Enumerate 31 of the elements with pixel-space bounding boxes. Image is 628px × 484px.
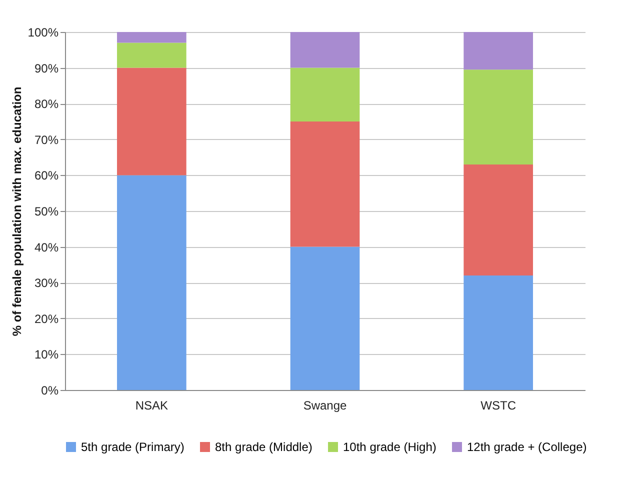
bar [117, 68, 186, 176]
y-tick-label: 0% [41, 384, 59, 398]
x-tick-label: WSTC [480, 398, 516, 412]
y-tick-label: 30% [34, 276, 59, 290]
legend-label: 10th grade (High) [343, 440, 436, 454]
y-tick-label: 40% [34, 240, 59, 254]
legend-label: 8th grade (Middle) [215, 440, 312, 454]
y-tick-label: 80% [34, 97, 59, 112]
y-tick-label: 10% [34, 348, 59, 362]
x-tick-label: NSAK [135, 398, 168, 412]
y-tick-label: 100% [28, 26, 59, 40]
bar [464, 164, 533, 276]
y-tick-label: 20% [34, 312, 59, 326]
x-tick-label: Swange [303, 398, 348, 412]
legend-label: 12th grade + (College) [467, 440, 587, 454]
bar [117, 42, 186, 68]
bar [117, 175, 186, 390]
bar [117, 32, 186, 43]
bar [290, 32, 360, 68]
bar [290, 246, 360, 390]
y-tick-label: 90% [34, 61, 59, 76]
bar [290, 122, 360, 247]
bar [464, 275, 533, 390]
bar [464, 70, 533, 164]
bar [290, 68, 360, 122]
y-tick-label: 70% [34, 132, 59, 147]
y-tick-label: 60% [34, 168, 59, 183]
legend-label: 5th grade (Primary) [81, 440, 184, 454]
y-axis-title: % of female population with max. education [10, 86, 24, 336]
y-tick-label: 50% [34, 204, 59, 218]
bar [464, 32, 533, 70]
